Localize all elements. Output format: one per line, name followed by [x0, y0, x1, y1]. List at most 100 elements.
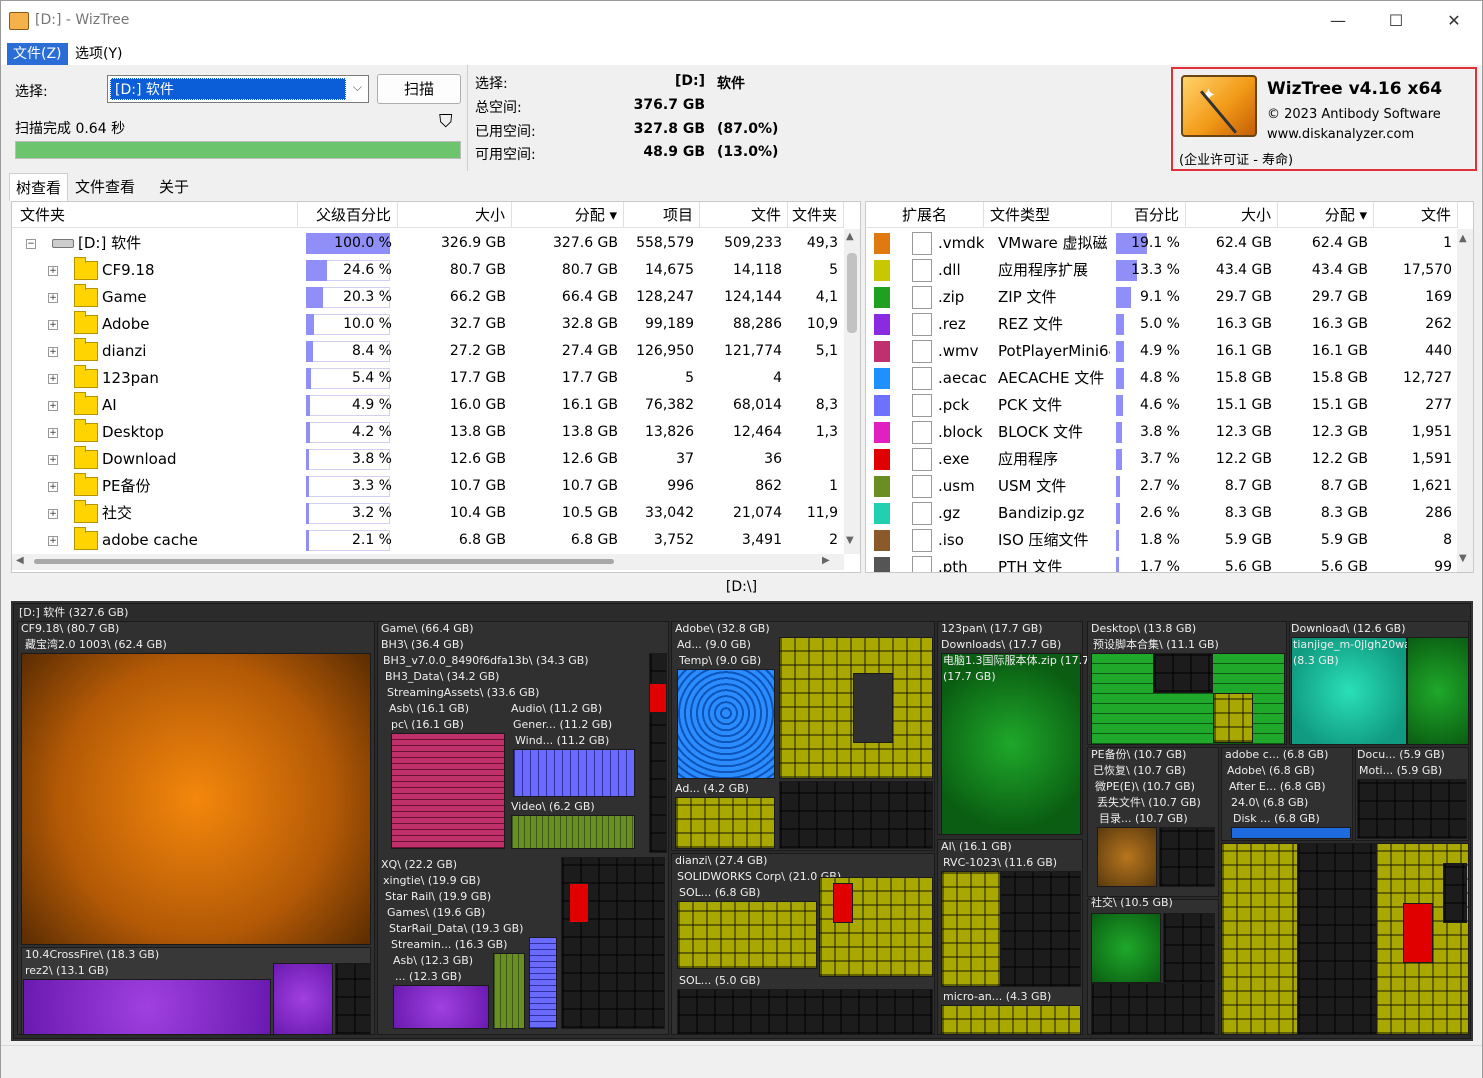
tab-file-view[interactable]: 文件查看: [75, 178, 136, 196]
tm-ye[interactable]: [941, 871, 1001, 987]
table-row[interactable]: + Game 20.3 % 66.2 GB 66.4 GB 128,247 124,144 4…: [12, 284, 860, 311]
table-row[interactable]: .wmv PotPlayerMini64 4.9 % 16.1 GB 16.1 GB 44…: [866, 338, 1473, 365]
tm-misc[interactable]: [1091, 983, 1215, 1035]
filter-icon[interactable]: ⛉: [439, 111, 453, 132]
drive-select[interactable]: [D:] 软件 ⌵: [107, 75, 369, 103]
chevron-down-icon[interactable]: ⌵: [352, 80, 362, 94]
column-header[interactable]: 文件类型: [984, 202, 1112, 228]
expand-toggle[interactable]: +: [48, 455, 58, 465]
tm-pc[interactable]: [391, 733, 505, 849]
tab-about[interactable]: 关于: [159, 178, 190, 196]
app-website[interactable]: www.diskanalyzer.com: [1267, 127, 1415, 142]
tm-iso[interactable]: [1097, 827, 1157, 887]
table-row[interactable]: .pck PCK 文件 4.6 % 15.1 GB 15.1 GB 277: [866, 392, 1473, 419]
tm-gap[interactable]: [853, 673, 893, 743]
table-row[interactable]: .exe 应用程序 3.7 % 12.2 GB 12.2 GB 1,591: [866, 446, 1473, 473]
tm-exe[interactable]: [569, 883, 589, 923]
column-header[interactable]: 分配 ▾: [1278, 202, 1374, 228]
tm-misc[interactable]: [1357, 779, 1467, 839]
tm-misc[interactable]: [1297, 843, 1377, 1035]
menu-file[interactable]: 文件(Z): [7, 43, 68, 65]
table-row[interactable]: + Desktop 4.2 % 13.8 GB 13.8 GB 13,826 12,464 1…: [12, 419, 860, 446]
table-row[interactable]: + CF9.18 24.6 % 80.7 GB 80.7 GB 14,675 14,118 5: [12, 257, 860, 284]
tree-vertical-scrollbar[interactable]: ▲ ▼: [844, 229, 860, 554]
table-row[interactable]: .pth PTH 文件 1.7 % 5.6 GB 5.6 GB 99: [866, 554, 1473, 572]
tm-exe[interactable]: [833, 883, 853, 923]
tm-pck2[interactable]: [529, 937, 557, 1029]
expand-toggle[interactable]: +: [48, 536, 58, 546]
tm-adc[interactable]: [1221, 747, 1353, 841]
column-header[interactable]: 文件: [700, 202, 788, 228]
tm-rez2[interactable]: [273, 963, 333, 1035]
tm-soc1[interactable]: [1091, 913, 1161, 983]
expand-toggle[interactable]: +: [48, 428, 58, 438]
scan-button[interactable]: 扫描: [377, 74, 461, 104]
tm-misc[interactable]: [1443, 863, 1467, 923]
ext-vertical-scrollbar[interactable]: ▲ ▼: [1457, 229, 1473, 572]
tree-horizontal-scrollbar[interactable]: ◀ ▶: [12, 554, 844, 570]
tm-rez[interactable]: [23, 979, 271, 1035]
tm-dl2[interactable]: [1407, 637, 1469, 745]
table-row[interactable]: .rez REZ 文件 5.0 % 16.3 GB 16.3 GB 262: [866, 311, 1473, 338]
tm-exe[interactable]: [1403, 903, 1433, 963]
column-header[interactable]: 文件夹: [788, 202, 844, 228]
table-row[interactable]: − [D:] 软件 100.0 % 326.9 GB 327.6 GB 558,579 50…: [12, 230, 860, 257]
table-row[interactable]: + 社交 3.2 % 10.4 GB 10.5 GB 33,042 21,074 11,9: [12, 500, 860, 527]
close-button[interactable]: ✕: [1447, 11, 1461, 30]
tm-zip[interactable]: [941, 653, 1081, 835]
tm-exe[interactable]: [649, 683, 667, 713]
table-row[interactable]: .zip ZIP 文件 9.1 % 29.7 GB 29.7 GB 169: [866, 284, 1473, 311]
treemap-view[interactable]: [D:] 软件 (327.6 GB) CF9.18\ (80.7 GB) 藏宝湾2.…: [11, 601, 1473, 1041]
tm-ye[interactable]: [677, 901, 817, 969]
expand-toggle[interactable]: +: [48, 401, 58, 411]
tm-aec[interactable]: [1231, 827, 1351, 839]
tm-wind[interactable]: [513, 749, 635, 797]
table-row[interactable]: .aecac AECACHE 文件 4.8 % 15.8 GB 15.8 GB 12,72…: [866, 365, 1473, 392]
tm-ye[interactable]: [941, 1005, 1081, 1035]
tm-usm[interactable]: [493, 953, 525, 1029]
table-row[interactable]: + Adobe 10.0 % 32.7 GB 32.8 GB 99,189 88,286 10…: [12, 311, 860, 338]
table-row[interactable]: +123pan 5.4 % 17.7 GB 17.7 GB 5 4: [12, 365, 860, 392]
column-header[interactable]: 项目: [624, 202, 700, 228]
tm-temp[interactable]: [677, 669, 775, 779]
tm-misc[interactable]: [1153, 653, 1213, 693]
tm-pck[interactable]: [393, 985, 489, 1029]
column-header[interactable]: 百分比: [1112, 202, 1186, 228]
minimize-button[interactable]: —: [1330, 11, 1346, 30]
table-row[interactable]: + adobe cache 2.1 % 6.8 GB 6.8 GB 3,752 3,491 2: [12, 527, 860, 554]
tm-misc[interactable]: [779, 781, 933, 849]
expand-toggle[interactable]: +: [48, 374, 58, 384]
table-row[interactable]: .usm USM 文件 2.7 % 8.7 GB 8.7 GB 1,621: [866, 473, 1473, 500]
table-row[interactable]: .dll 应用程序扩展 13.3 % 43.4 GB 43.4 GB 17,570: [866, 257, 1473, 284]
expand-toggle[interactable]: +: [48, 266, 58, 276]
column-header[interactable]: 文件: [1374, 202, 1458, 228]
expand-toggle[interactable]: +: [48, 482, 58, 492]
tm-ye[interactable]: [1213, 693, 1253, 743]
tm-vmdk[interactable]: [21, 653, 371, 945]
table-row[interactable]: + dianzi 8.4 % 27.2 GB 27.4 GB 126,950 121,774…: [12, 338, 860, 365]
table-row[interactable]: .block BLOCK 文件 3.8 % 12.3 GB 12.3 GB 1,951: [866, 419, 1473, 446]
table-row[interactable]: + AI 4.9 % 16.0 GB 16.1 GB 76,382 68,014 8,3: [12, 392, 860, 419]
tm-ye[interactable]: [675, 797, 775, 849]
tm-misc[interactable]: [1163, 913, 1215, 983]
tm-video[interactable]: [511, 815, 635, 849]
expand-toggle[interactable]: +: [48, 320, 58, 330]
menu-options[interactable]: 选项(Y): [75, 46, 123, 62]
column-header[interactable]: 文件夹: [12, 202, 298, 228]
tm-misc[interactable]: [677, 989, 933, 1035]
tm-misc[interactable]: [1159, 827, 1215, 887]
expand-toggle[interactable]: +: [48, 293, 58, 303]
tm-gz[interactable]: [1291, 637, 1407, 745]
table-row[interactable]: .iso ISO 压缩文件 1.8 % 5.9 GB 5.9 GB 8: [866, 527, 1473, 554]
column-header[interactable]: 父级百分比: [298, 202, 398, 228]
table-row[interactable]: .gz Bandizip.gz 2.6 % 8.3 GB 8.3 GB 286: [866, 500, 1473, 527]
table-row[interactable]: + Download 3.8 % 12.6 GB 12.6 GB 37 36: [12, 446, 860, 473]
tm-misc[interactable]: [335, 963, 371, 1035]
column-header[interactable]: 分配 ▾: [512, 202, 624, 228]
expand-toggle[interactable]: +: [48, 347, 58, 357]
column-header[interactable]: 扩展名: [866, 202, 984, 228]
table-row[interactable]: + PE备份 3.3 % 10.7 GB 10.7 GB 996 862 1: [12, 473, 860, 500]
expand-toggle[interactable]: −: [26, 239, 36, 249]
about-box[interactable]: ✦ WizTree v4.16 x64 © 2023 Antibody Soft…: [1171, 67, 1477, 171]
expand-toggle[interactable]: +: [48, 509, 58, 519]
